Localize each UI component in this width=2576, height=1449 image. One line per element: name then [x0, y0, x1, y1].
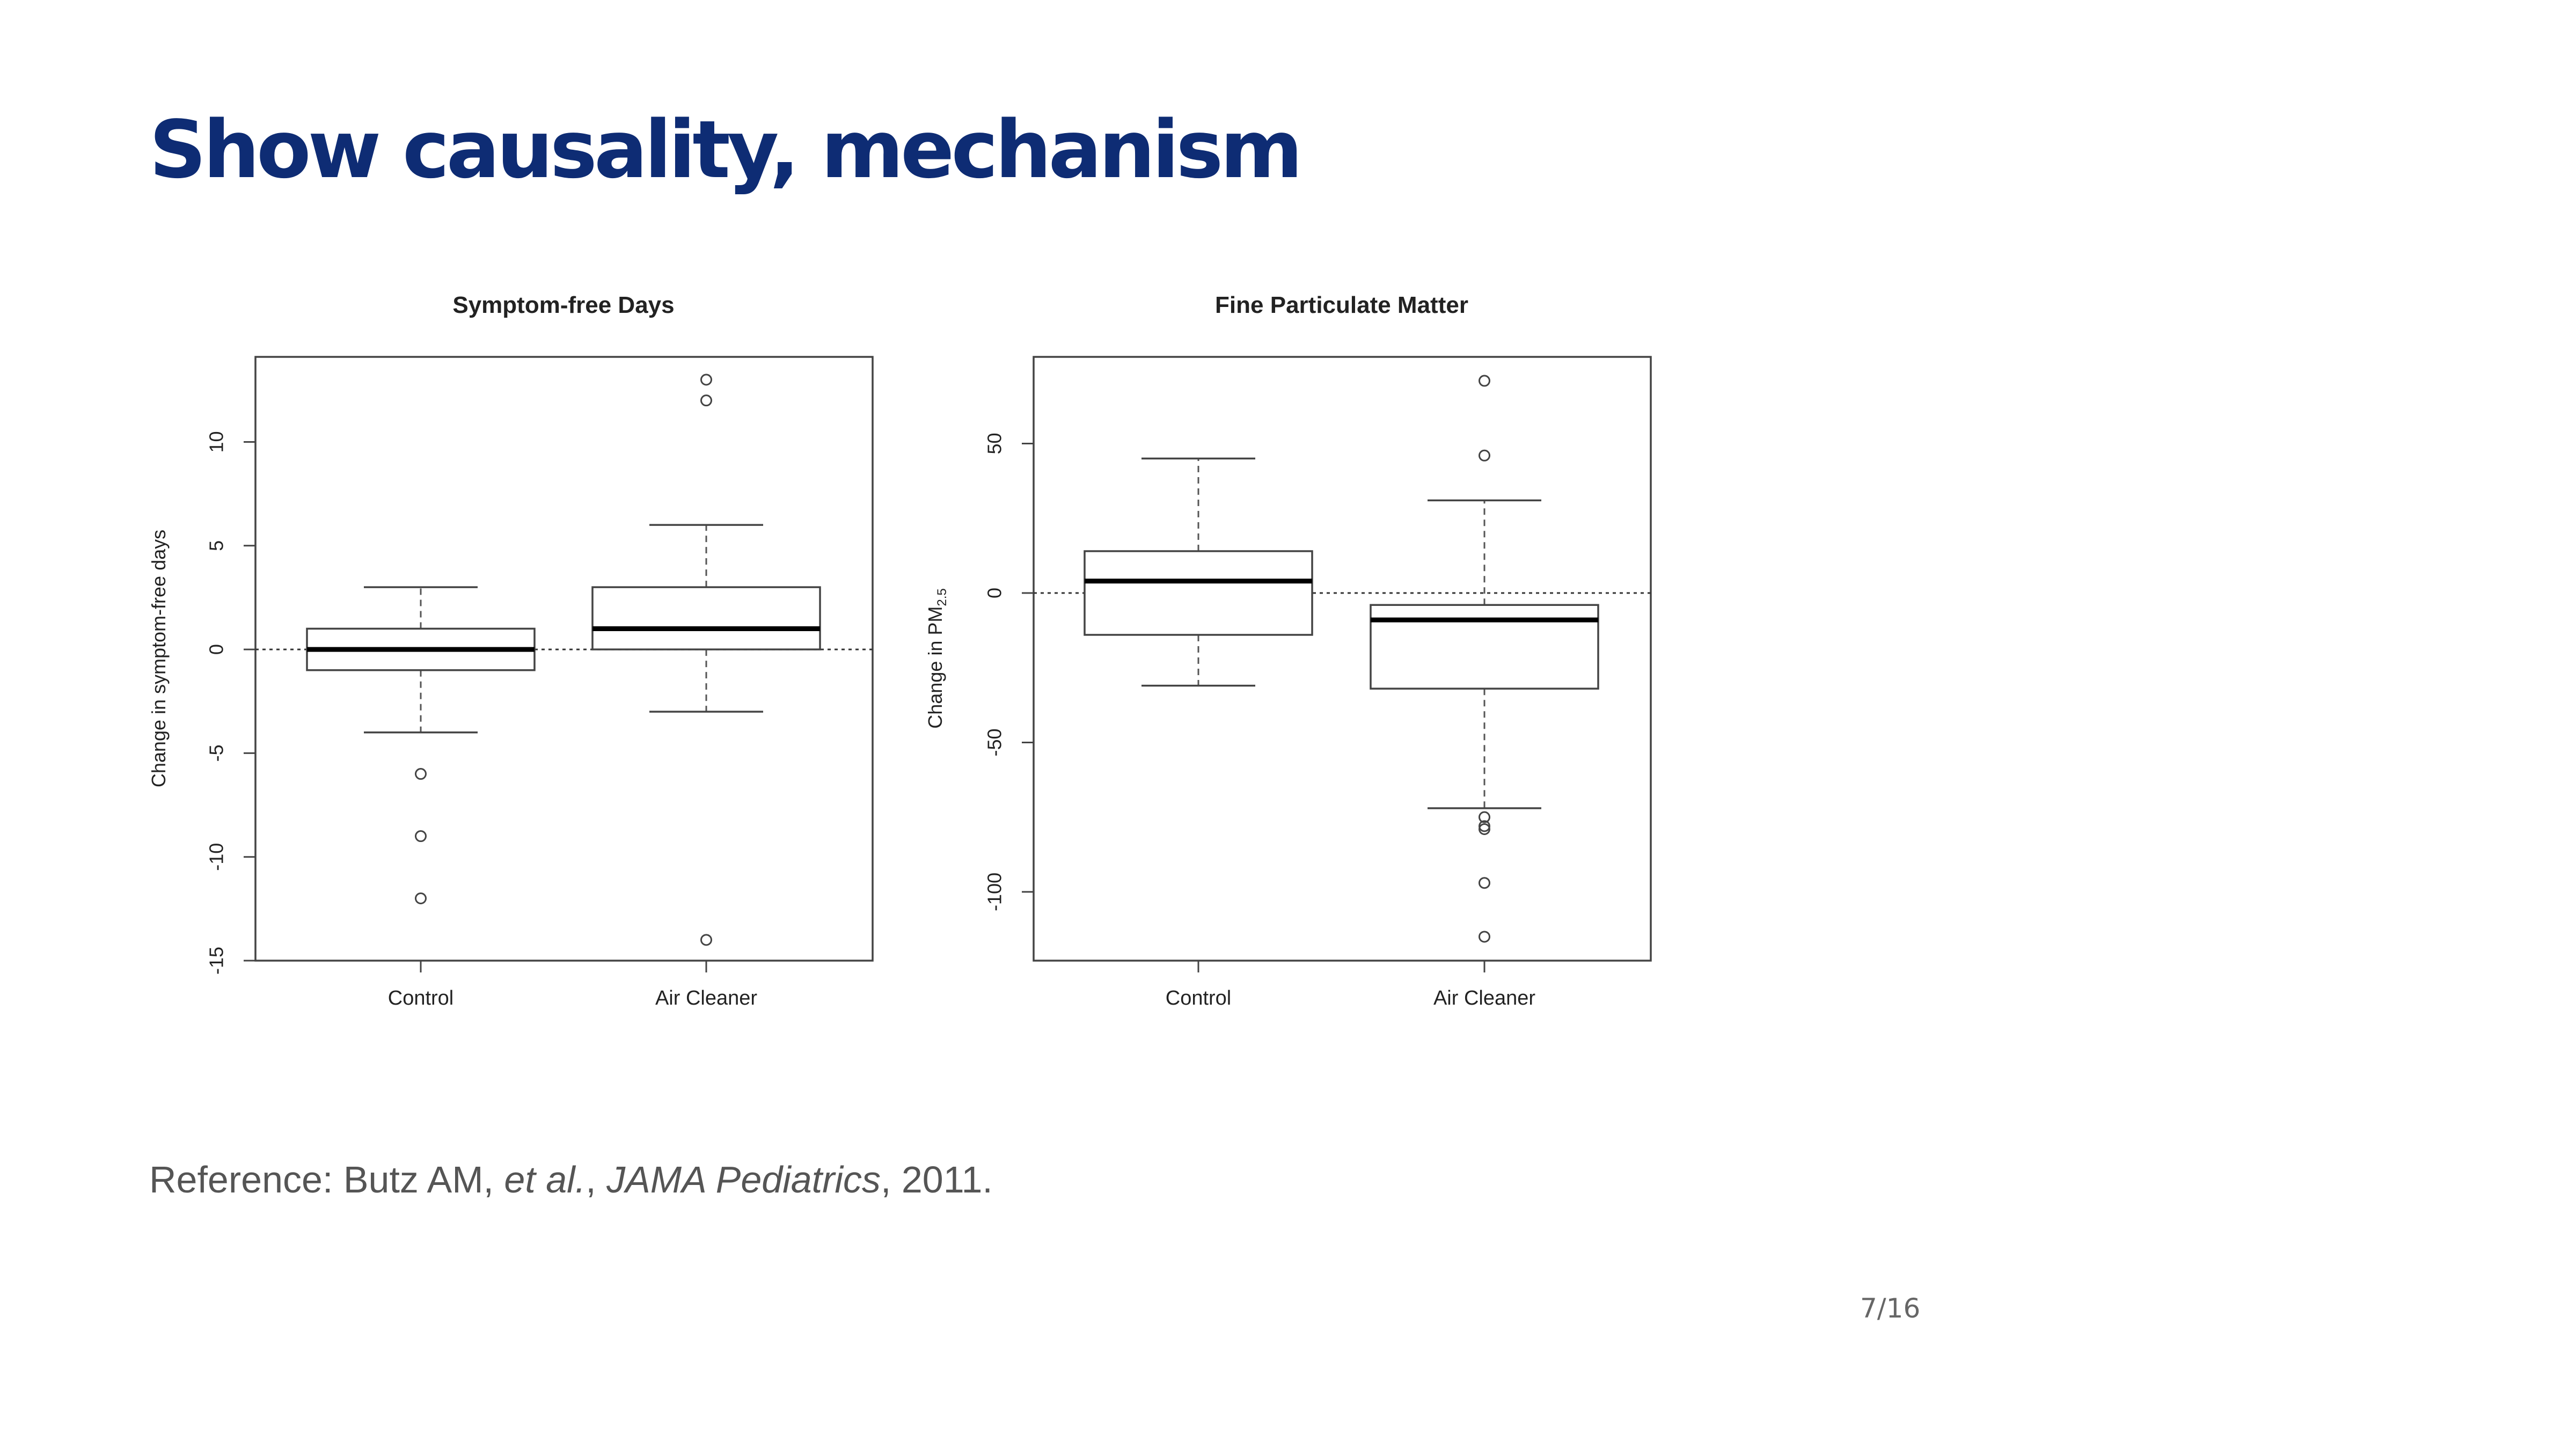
outlier-point	[1479, 375, 1490, 387]
y-tick-label: -15	[206, 947, 228, 975]
plot-frame	[1033, 356, 1652, 962]
y-tick-label: -5	[206, 744, 228, 762]
y-axis-label: Change in symptom-free days	[148, 530, 170, 787]
y-tick-label: 0	[206, 644, 228, 655]
page-number: 7/16	[1860, 1293, 1921, 1324]
y-axis-label: Change in PM2.5	[924, 588, 949, 729]
box-air-cleaner	[591, 374, 821, 946]
reference-citation: Reference: Butz AM, et al., JAMA Pediatr…	[149, 1161, 993, 1198]
y-tick-label: -100	[984, 873, 1006, 911]
reference-prefix: Reference: Butz AM,	[149, 1159, 504, 1201]
boxplot-chart-1: Symptom-free Days Change in symptom-free …	[148, 292, 874, 1009]
outlier-point	[1479, 931, 1490, 943]
box-air-cleaner	[1370, 375, 1599, 943]
reference-suffix: , 2011.	[880, 1159, 993, 1201]
x-tick-label: Control	[1166, 987, 1232, 1009]
reference-etal: et al.	[504, 1159, 586, 1201]
outlier-point	[1479, 811, 1490, 823]
chart-title: Symptom-free Days	[452, 292, 674, 318]
outlier-point	[1479, 820, 1490, 832]
x-tick-label: Air Cleaner	[655, 987, 757, 1009]
outlier-point	[1479, 877, 1490, 889]
y-tick-label: -10	[206, 843, 228, 871]
outlier-point	[415, 892, 427, 905]
reference-journal: JAMA Pediatrics	[606, 1159, 881, 1201]
plot-frame	[254, 356, 874, 962]
outlier-point	[700, 374, 712, 386]
x-tick-label: Air Cleaner	[1433, 987, 1535, 1009]
outlier-point	[1479, 823, 1490, 835]
slide-title: Show causality, mechanism	[149, 104, 1303, 196]
y-axis-label-main: Change in PM	[924, 606, 946, 729]
box-control	[1084, 457, 1313, 687]
outlier-point	[700, 934, 712, 946]
outlier-point	[415, 768, 427, 780]
outlier-point	[700, 394, 712, 407]
x-tick-label: Control	[388, 987, 454, 1009]
y-tick-label: 10	[206, 431, 228, 452]
boxplot-chart-2: Fine Particulate Matter Change in PM2.5 -1…	[924, 292, 1652, 1009]
y-axis-label-subscript: 2.5	[935, 588, 949, 606]
iqr-box	[591, 586, 821, 650]
y-tick-label: 50	[984, 433, 1006, 454]
outlier-point	[1479, 449, 1490, 462]
y-tick-label: -50	[984, 728, 1006, 756]
y-tick-label: 0	[984, 588, 1006, 598]
outlier-point	[415, 830, 427, 843]
reference-separator: ,	[586, 1159, 607, 1201]
box-control	[306, 586, 536, 905]
y-tick-label: 5	[206, 540, 228, 551]
iqr-box	[1084, 550, 1313, 636]
chart-title: Fine Particulate Matter	[1215, 292, 1468, 318]
